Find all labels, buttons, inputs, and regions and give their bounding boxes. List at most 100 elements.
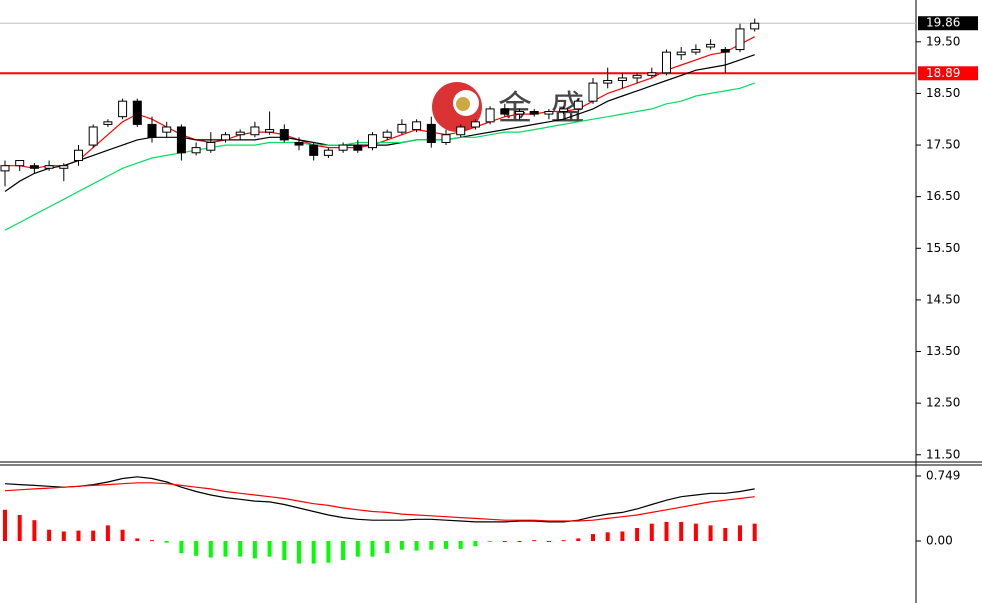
histogram-bar: [370, 541, 375, 557]
candle-body: [632, 74, 642, 79]
y-tick-label: 0.00: [926, 534, 953, 548]
histogram-bar: [91, 530, 96, 542]
histogram-bar: [502, 541, 507, 543]
candle-body: [544, 110, 554, 115]
histogram-bar: [576, 538, 581, 542]
histogram-bar: [752, 523, 757, 542]
candle-body: [206, 141, 216, 151]
y-tick-label: 19.50: [926, 34, 960, 48]
candle-body: [485, 108, 495, 123]
candle-body: [529, 110, 539, 115]
histogram-bar: [311, 541, 316, 564]
y-tick-label: 16.50: [926, 189, 960, 203]
histogram-bar: [693, 523, 698, 542]
histogram-bar: [620, 531, 625, 542]
candle-body: [265, 129, 275, 133]
candle-body: [735, 28, 745, 51]
candle-body: [279, 129, 289, 141]
candle-body: [338, 144, 348, 151]
histogram-bar: [679, 521, 684, 542]
histogram-bar: [473, 541, 478, 547]
candle-body: [706, 43, 716, 48]
histogram-bar: [708, 525, 713, 542]
candle-body: [74, 149, 83, 162]
candle-body: [176, 126, 186, 154]
logo-dot: [456, 97, 470, 111]
histogram-bar: [341, 541, 346, 561]
histogram-bar: [3, 509, 7, 542]
macd-line: [4, 476, 755, 523]
candle-body: [309, 144, 319, 156]
histogram-bar: [32, 520, 37, 542]
macd-line: [4, 482, 755, 522]
candle-body: [44, 165, 54, 169]
histogram-bar: [135, 538, 140, 542]
candle-body: [15, 160, 25, 167]
price-marker-box: [918, 66, 978, 81]
candle-body: [426, 123, 436, 143]
candle-body: [676, 51, 686, 56]
histogram-bar: [723, 527, 728, 542]
histogram-bar: [238, 541, 243, 557]
histogram-bar: [105, 525, 110, 542]
candle-body: [29, 165, 39, 169]
y-tick-label: 0.749: [926, 468, 960, 482]
y-tick-label: 13.50: [926, 344, 960, 358]
histogram-bar: [61, 531, 66, 542]
candle-body: [603, 80, 613, 84]
histogram-bar: [591, 534, 595, 542]
histogram-bar: [546, 541, 551, 543]
candle-body: [221, 134, 230, 141]
candle-body: [412, 121, 422, 131]
candle-body: [441, 134, 451, 143]
y-tick-label: 11.50: [926, 447, 960, 461]
candle-body: [162, 126, 172, 133]
histogram-bar: [326, 541, 331, 563]
price-marker-label: 18.89: [926, 66, 960, 80]
watermark-text: 金 盛: [498, 89, 589, 129]
candle-body: [103, 121, 113, 125]
candle-body: [147, 123, 157, 138]
candle-body: [294, 141, 304, 146]
candle-body: [250, 126, 260, 136]
histogram-bar: [194, 541, 199, 556]
histogram-bar: [458, 541, 463, 549]
histogram-bar: [179, 541, 184, 554]
candle-body: [88, 126, 98, 146]
histogram-bar: [664, 521, 669, 542]
histogram-bar: [429, 541, 434, 550]
candle-body: [235, 131, 245, 136]
histogram-bar: [17, 514, 22, 542]
histogram-bar: [355, 541, 360, 557]
candle-body: [397, 123, 407, 133]
candle-body: [323, 149, 333, 156]
candle-body: [691, 49, 701, 53]
candle-body: [750, 22, 760, 30]
candle-body: [720, 49, 730, 53]
histogram-bar: [517, 541, 522, 543]
histogram-bar: [399, 541, 404, 550]
histogram-bar: [223, 541, 228, 557]
histogram-bar: [635, 527, 640, 542]
y-tick-label: 15.50: [926, 241, 960, 255]
y-tick-label: 17.50: [926, 138, 960, 152]
candle-body: [573, 100, 583, 110]
histogram-bar: [76, 530, 81, 542]
price-marker-box: [918, 16, 978, 31]
histogram-bar: [605, 532, 610, 542]
histogram-bar: [297, 541, 301, 564]
candle-body: [191, 147, 201, 154]
candle-body: [118, 100, 128, 118]
histogram-bar: [120, 529, 125, 542]
histogram-bar: [208, 541, 213, 558]
candle-body: [0, 165, 10, 172]
histogram-bar: [282, 541, 287, 561]
candle-body: [617, 77, 627, 82]
candle-body: [470, 121, 480, 128]
histogram-bar: [252, 541, 257, 559]
histogram-bar: [267, 541, 272, 557]
histogram-bar: [532, 540, 537, 542]
candle-body: [662, 51, 671, 74]
